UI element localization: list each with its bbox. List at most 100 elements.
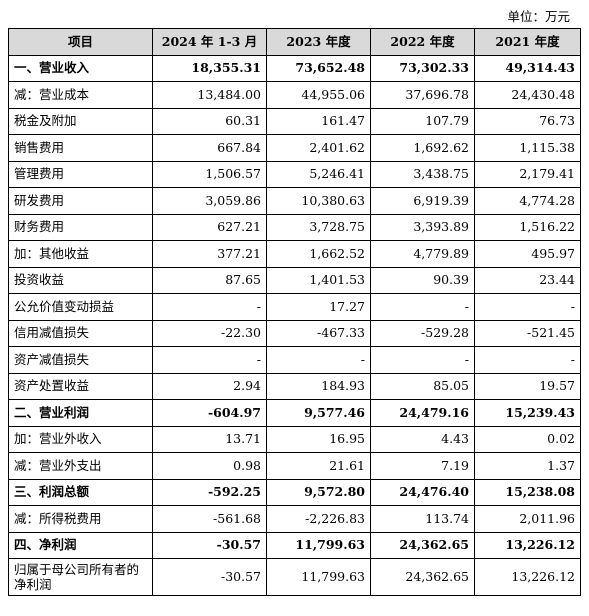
row-value: 113.74 — [370, 505, 475, 533]
row-value: - — [152, 293, 267, 321]
table-row: 财务费用 627.21 3,728.75 3,393.89 1,516.22 — [8, 213, 581, 241]
row-value: -22.30 — [152, 319, 267, 347]
row-value: - — [474, 293, 581, 321]
table-row: 一、营业收入 18,355.31 73,652.48 73,302.33 49,314.… — [8, 54, 581, 82]
row-label: 减：营业外支出 — [8, 452, 153, 480]
row-value: 3,728.75 — [266, 213, 371, 241]
table-row: 加：其他收益 377.21 1,662.52 4,779.89 495.97 — [8, 240, 581, 268]
row-value: 24,479.16 — [370, 399, 475, 427]
table-row: 税金及附加 60.31 161.47 107.79 76.73 — [8, 107, 581, 135]
row-value: 2.94 — [152, 372, 267, 400]
table-row: 减：营业外支出 0.98 21.61 7.19 1.37 — [8, 452, 581, 480]
row-value: 495.97 — [474, 240, 581, 268]
row-label: 研发费用 — [8, 187, 153, 215]
row-label: 信用减值损失 — [8, 319, 153, 347]
row-value: -30.57 — [152, 558, 267, 596]
table-row: 销售费用 667.84 2,401.62 1,692.62 1,115.38 — [8, 134, 581, 162]
header-period: 2022 年度 — [370, 28, 475, 56]
row-label: 投资收益 — [8, 266, 153, 294]
row-value: 73,302.33 — [370, 54, 475, 82]
row-label: 归属于母公司所有者的净利润 — [8, 558, 153, 596]
table-row: 信用减值损失 -22.30 -467.33 -529.28 -521.45 — [8, 319, 581, 347]
table-row: 三、利润总额 -592.25 9,572.80 24,476.40 15,238.08 — [8, 478, 581, 506]
row-value: 4,774.28 — [474, 187, 581, 215]
table-row: 投资收益 87.65 1,401.53 90.39 23.44 — [8, 266, 581, 294]
row-value: 23.44 — [474, 266, 581, 294]
row-label: 销售费用 — [8, 134, 153, 162]
row-value: 161.47 — [266, 107, 371, 135]
table-row: 减：所得税费用 -561.68 -2,226.83 113.74 2,011.96 — [8, 505, 581, 533]
header-period: 2021 年度 — [474, 28, 581, 56]
row-value: 11,799.63 — [266, 531, 371, 559]
row-value: 1,401.53 — [266, 266, 371, 294]
row-value: 19.57 — [474, 372, 581, 400]
header-item: 项目 — [8, 28, 153, 56]
row-value: 18,355.31 — [152, 54, 267, 82]
row-value: 107.79 — [370, 107, 475, 135]
row-value: 15,239.43 — [474, 399, 581, 427]
row-value: 2,401.62 — [266, 134, 371, 162]
row-label: 加：其他收益 — [8, 240, 153, 268]
income-statement-table: 项目 2024 年 1-3 月 2023 年度 2022 年度 2021 年度 … — [8, 28, 581, 596]
table-row: 研发费用 3,059.86 10,380.63 6,919.39 4,774.28 — [8, 187, 581, 215]
row-value: 0.98 — [152, 452, 267, 480]
row-value: -30.57 — [152, 531, 267, 559]
table-row: 加：营业外收入 13.71 16.95 4.43 0.02 — [8, 425, 581, 453]
row-value: 4.43 — [370, 425, 475, 453]
row-value: 1,506.57 — [152, 160, 267, 188]
row-value: 9,577.46 — [266, 399, 371, 427]
row-value: 13,484.00 — [152, 81, 267, 109]
row-value: -529.28 — [370, 319, 475, 347]
row-value: - — [370, 346, 475, 374]
row-value: 1,516.22 — [474, 213, 581, 241]
row-label: 资产减值损失 — [8, 346, 153, 374]
row-value: 1.37 — [474, 452, 581, 480]
row-value: 85.05 — [370, 372, 475, 400]
row-value: -2,226.83 — [266, 505, 371, 533]
row-value: 24,362.65 — [370, 531, 475, 559]
row-value: -561.68 — [152, 505, 267, 533]
row-value: - — [152, 346, 267, 374]
row-value: 24,476.40 — [370, 478, 475, 506]
row-value: 73,652.48 — [266, 54, 371, 82]
row-label: 二、营业利润 — [8, 399, 153, 427]
row-value: 17.27 — [266, 293, 371, 321]
table-row: 资产减值损失 - - - - — [8, 346, 581, 374]
row-value: 76.73 — [474, 107, 581, 135]
row-value: 3,059.86 — [152, 187, 267, 215]
row-value: 87.65 — [152, 266, 267, 294]
row-value: -604.97 — [152, 399, 267, 427]
row-label: 四、净利润 — [8, 531, 153, 559]
row-value: -592.25 — [152, 478, 267, 506]
row-value: 667.84 — [152, 134, 267, 162]
header-period: 2023 年度 — [266, 28, 371, 56]
row-label: 一、营业收入 — [8, 54, 153, 82]
row-value: 2,011.96 — [474, 505, 581, 533]
row-value: 184.93 — [266, 372, 371, 400]
row-value: 3,393.89 — [370, 213, 475, 241]
row-value: 13,226.12 — [474, 531, 581, 559]
row-label: 财务费用 — [8, 213, 153, 241]
row-label: 减：所得税费用 — [8, 505, 153, 533]
unit-label: 单位：万元 — [507, 9, 570, 24]
row-value: 44,955.06 — [266, 81, 371, 109]
row-value: 1,662.52 — [266, 240, 371, 268]
row-label: 管理费用 — [8, 160, 153, 188]
table-row: 公允价值变动损益 -17.27- - — [8, 293, 581, 321]
table-row: 四、净利润 -30.57 11,799.63 24,362.65 13,226.12 — [8, 531, 581, 559]
table-row: 资产处置收益 2.94 184.93 85.05 19.57 — [8, 372, 581, 400]
row-label: 公允价值变动损益 — [8, 293, 153, 321]
row-value: 49,314.43 — [474, 54, 581, 82]
row-value: 627.21 — [152, 213, 267, 241]
row-value: 24,430.48 — [474, 81, 581, 109]
row-value: 5,246.41 — [266, 160, 371, 188]
row-value: 6,919.39 — [370, 187, 475, 215]
row-value: 90.39 — [370, 266, 475, 294]
row-value: 11,799.63 — [266, 558, 371, 596]
row-value: 16.95 — [266, 425, 371, 453]
row-value: 2,179.41 — [474, 160, 581, 188]
row-value: - — [266, 346, 371, 374]
row-label: 资产处置收益 — [8, 372, 153, 400]
row-value: 60.31 — [152, 107, 267, 135]
row-value: 13,226.12 — [474, 558, 581, 596]
